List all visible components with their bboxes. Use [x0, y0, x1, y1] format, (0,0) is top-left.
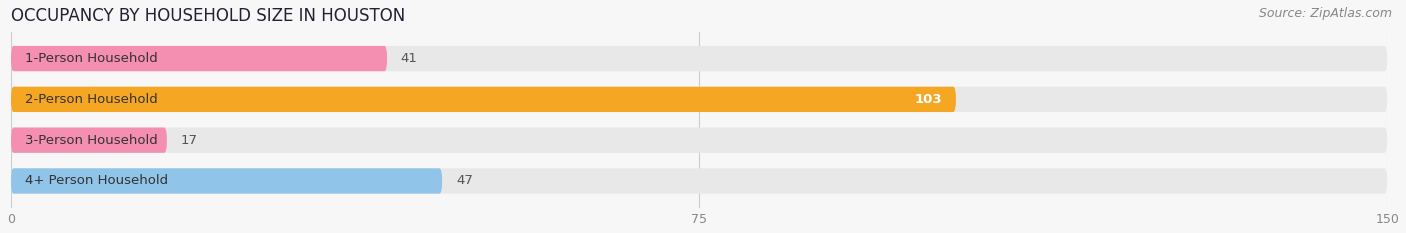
Text: 47: 47: [456, 175, 472, 188]
FancyBboxPatch shape: [11, 127, 1388, 153]
FancyBboxPatch shape: [11, 46, 1388, 71]
FancyBboxPatch shape: [11, 46, 387, 71]
Text: 4+ Person Household: 4+ Person Household: [25, 175, 167, 188]
Text: 2-Person Household: 2-Person Household: [25, 93, 157, 106]
FancyBboxPatch shape: [11, 168, 1388, 194]
Text: OCCUPANCY BY HOUSEHOLD SIZE IN HOUSTON: OCCUPANCY BY HOUSEHOLD SIZE IN HOUSTON: [11, 7, 405, 25]
Text: 41: 41: [401, 52, 418, 65]
FancyBboxPatch shape: [11, 127, 167, 153]
FancyBboxPatch shape: [11, 87, 1388, 112]
FancyBboxPatch shape: [11, 87, 956, 112]
Text: Source: ZipAtlas.com: Source: ZipAtlas.com: [1258, 7, 1392, 20]
Text: 103: 103: [914, 93, 942, 106]
Text: 1-Person Household: 1-Person Household: [25, 52, 157, 65]
FancyBboxPatch shape: [11, 168, 441, 194]
Text: 3-Person Household: 3-Person Household: [25, 134, 157, 147]
Text: 17: 17: [181, 134, 198, 147]
